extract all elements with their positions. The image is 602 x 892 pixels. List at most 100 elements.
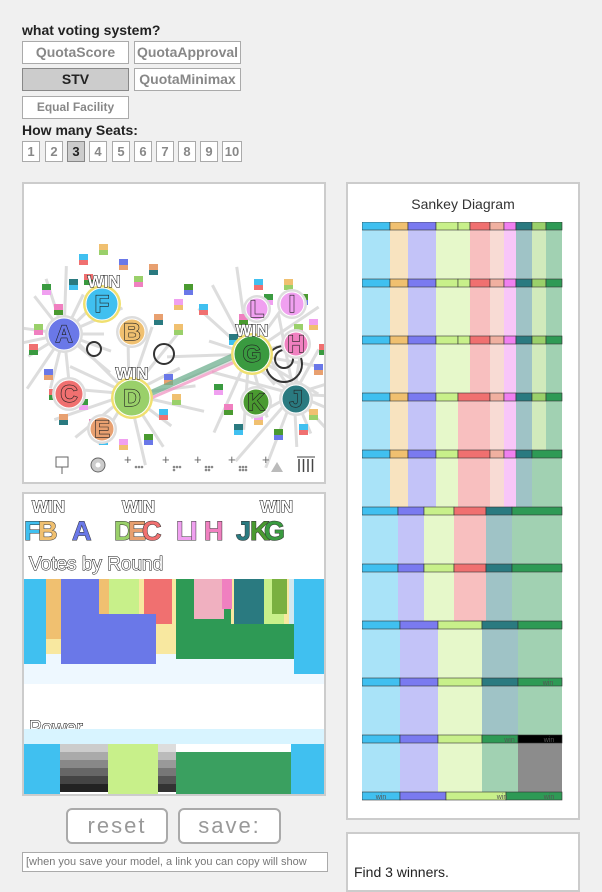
voter-ballot-icon[interactable]	[34, 324, 43, 335]
seat-button-2[interactable]: 2	[45, 141, 63, 162]
voter-ballot-icon[interactable]	[309, 409, 318, 420]
win-label: WIN	[235, 321, 268, 340]
seat-button-6[interactable]: 6	[134, 141, 152, 162]
voter-ballot-icon[interactable]	[79, 254, 88, 265]
sankey-flow	[470, 344, 490, 393]
voter-ballot-icon[interactable]	[199, 304, 208, 315]
add-voter-grid-icon[interactable]: +	[228, 452, 248, 472]
add-candidate-icon[interactable]: +	[124, 452, 144, 469]
seat-button-7[interactable]: 7	[156, 141, 174, 162]
voting-system-label: what voting system?	[22, 22, 161, 38]
add-triangle-icon[interactable]: +	[262, 452, 283, 472]
voter-ballot-icon[interactable]	[29, 344, 38, 355]
voter-ballot-icon[interactable]	[299, 424, 308, 435]
system-stv-button[interactable]: STV	[22, 68, 129, 91]
seat-button-3[interactable]: 3	[67, 141, 85, 162]
voter-ballot-icon[interactable]	[44, 369, 53, 380]
voter-link	[211, 370, 295, 396]
sankey-flow	[512, 515, 562, 564]
voter-ballot-icon[interactable]	[144, 434, 153, 445]
power-bar	[158, 784, 176, 792]
voter-simulation-panel[interactable]: A B C D E F G H I J K L WIN WIN WIN + + + + +	[2, 182, 378, 484]
candidate-c-icon[interactable]: C	[52, 377, 86, 411]
voter-ballot-icon[interactable]	[314, 364, 323, 375]
sankey-flow	[408, 287, 436, 336]
gear-icon[interactable]	[90, 457, 106, 473]
voter-ballot-icon[interactable]	[284, 279, 293, 290]
voter-ballot-icon[interactable]	[224, 404, 233, 415]
candidate-g-icon[interactable]: G	[231, 333, 273, 375]
voter-ballot-icon[interactable]	[59, 414, 68, 425]
sankey-flow	[486, 572, 512, 621]
sankey-node	[399, 791, 447, 801]
trash-icon[interactable]	[297, 456, 315, 472]
voter-ballot-icon[interactable]	[159, 409, 168, 420]
system-quotaapproval-button[interactable]: QuotaApproval	[134, 41, 241, 64]
candidate-l-icon[interactable]: L	[243, 295, 271, 324]
voter-ballot-icon[interactable]	[239, 314, 248, 325]
candidate-a-icon[interactable]: A	[45, 315, 83, 353]
sankey-node	[389, 392, 409, 402]
result-candidate-c: C	[142, 516, 162, 546]
voter-ballot-icon[interactable]	[214, 384, 223, 395]
voter-ballot-icon[interactable]	[134, 276, 143, 287]
voter-ballot-icon[interactable]	[174, 324, 183, 335]
voter-ballot-icon[interactable]	[84, 274, 93, 285]
candidate-f-icon[interactable]: F	[83, 285, 121, 323]
voter-ballot-icon[interactable]	[172, 394, 181, 405]
voter-ballot-icon[interactable]	[119, 439, 128, 450]
sankey-node	[437, 734, 483, 744]
voter-ballot-icon[interactable]	[309, 319, 318, 330]
seat-button-9[interactable]: 9	[200, 141, 218, 162]
voter-ballot-icon[interactable]	[99, 244, 108, 255]
system-quotascore-button[interactable]: QuotaScore	[22, 41, 129, 64]
voter-ballot-icon[interactable]	[54, 304, 63, 315]
power-bar	[60, 744, 108, 752]
voter-ballot-icon[interactable]	[234, 424, 243, 435]
voter-ballot-icon[interactable]	[229, 334, 238, 345]
voter-ballot-icon[interactable]	[69, 279, 78, 290]
voter-ballot-icon[interactable]	[119, 259, 128, 270]
candidate-h-icon[interactable]: H	[281, 329, 311, 359]
candidate-b-icon[interactable]: B	[116, 316, 148, 348]
candidate-j-icon[interactable]: J	[279, 382, 313, 416]
candidate-i-icon[interactable]: I	[277, 289, 307, 319]
voter-ballot-icon[interactable]	[154, 314, 163, 325]
voter-ballot-icon[interactable]	[319, 344, 328, 355]
voter-ballot-icon[interactable]	[174, 299, 183, 310]
voter-ballot-icon[interactable]	[184, 284, 193, 295]
power-bar	[60, 752, 108, 760]
candidate-d-icon[interactable]: D	[111, 377, 153, 419]
system-quotaminimax-button[interactable]: QuotaMinimax	[134, 68, 241, 91]
voter-group-ring[interactable]	[153, 343, 175, 365]
seat-button-8[interactable]: 8	[178, 141, 196, 162]
voter-ballot-icon[interactable]	[274, 429, 283, 440]
seat-button-10[interactable]: 10	[222, 141, 242, 162]
sankey-node	[517, 620, 563, 630]
saved-link-field[interactable]: [when you save your model, a link you ca…	[22, 852, 328, 872]
sankey-node	[397, 563, 425, 573]
win-label: WIN	[260, 497, 293, 516]
sankey-node	[545, 222, 563, 231]
voter-ballot-icon[interactable]	[42, 284, 51, 295]
voter-group-ring[interactable]	[86, 341, 102, 357]
voter-ballot-icon[interactable]	[149, 264, 158, 275]
sankey-node	[545, 278, 563, 288]
reset-button[interactable]: reset	[66, 808, 168, 844]
voter-pin-icon[interactable]	[55, 456, 69, 474]
sankey-node	[435, 335, 459, 345]
svg-text:L: L	[250, 296, 265, 323]
save-button[interactable]: save:	[178, 808, 281, 844]
candidate-k-icon[interactable]: K	[240, 386, 272, 418]
voter-ballot-icon[interactable]	[254, 279, 263, 290]
candidate-e-icon[interactable]: E	[87, 414, 117, 444]
seat-button-5[interactable]: 5	[112, 141, 130, 162]
svg-text:A: A	[55, 321, 72, 348]
equal-facility-button[interactable]: Equal Facility	[22, 96, 129, 119]
seat-button-4[interactable]: 4	[89, 141, 107, 162]
add-voter-group-icon[interactable]: +	[162, 452, 182, 472]
seat-button-1[interactable]: 1	[22, 141, 40, 162]
add-voter-scatter-icon[interactable]: +	[194, 452, 214, 472]
sankey-node	[515, 335, 533, 345]
